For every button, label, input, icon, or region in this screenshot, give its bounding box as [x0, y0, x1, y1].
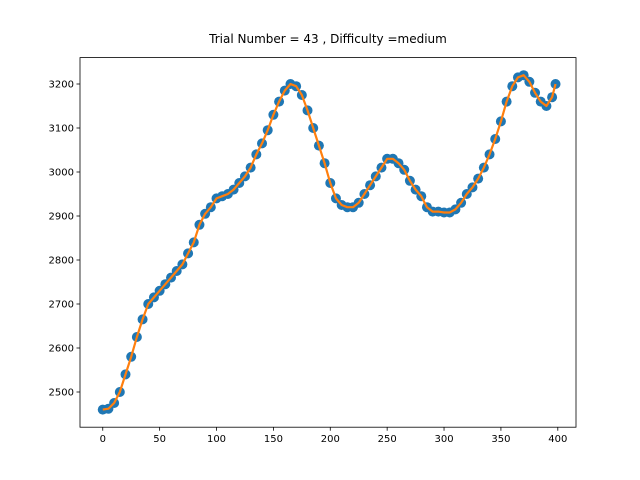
y-tick-label: 3100 [49, 124, 74, 135]
y-tick-label: 3000 [49, 168, 74, 179]
y-tick-label: 2700 [49, 300, 74, 311]
chart-title: Trial Number = 43 , Difficulty =medium [208, 32, 447, 46]
x-tick-label: 300 [434, 434, 453, 445]
data-line [102, 74, 557, 411]
x-tick-label: 0 [100, 434, 106, 445]
y-tick-label: 2800 [49, 256, 74, 267]
axes-frame [79, 57, 577, 428]
x-tick-label: 100 [207, 434, 226, 445]
x-tick-label: 400 [548, 434, 567, 445]
y-tick-label: 2900 [49, 212, 74, 223]
y-tick-label: 2500 [49, 388, 74, 399]
x-tick-label: 250 [378, 434, 397, 445]
x-tick-label: 200 [321, 434, 340, 445]
x-tick-label: 150 [264, 434, 283, 445]
x-tick-label: 350 [491, 434, 510, 445]
y-tick-label: 3200 [49, 80, 74, 91]
y-tick-label: 2600 [49, 344, 74, 355]
x-tick-label: 50 [153, 434, 166, 445]
